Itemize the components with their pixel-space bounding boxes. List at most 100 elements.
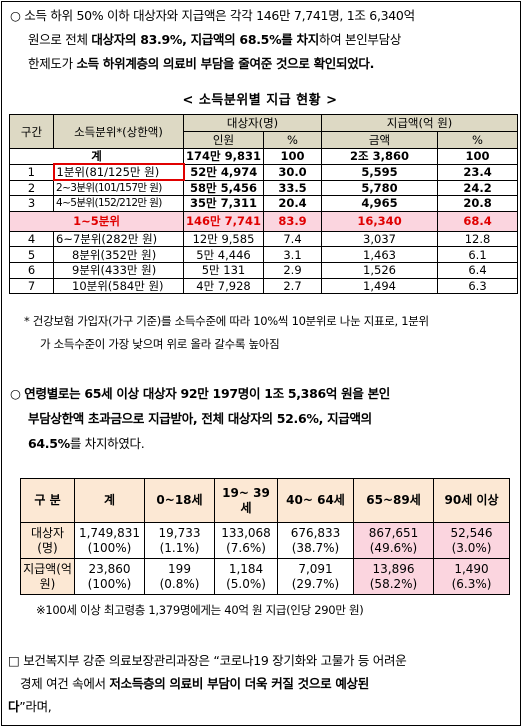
- cell-pct2: 24.2: [437, 179, 519, 197]
- table1-caption: < 소득분위별 지급 현황 >: [182, 93, 338, 108]
- cell-19-39: 133,068 (7.6%): [214, 522, 278, 559]
- th-recipients: 대상자(명): [182, 114, 323, 132]
- paragraph-quote: □ 보건복지부 강준 의료보장관리과장은 “코로나19 장기화와 고물가 등 어…: [8, 649, 518, 718]
- cell-pct: 20.4: [262, 195, 323, 212]
- cell-bracket: 8분위(352만 원): [53, 246, 184, 263]
- cell-pct: 7.4: [262, 230, 323, 248]
- cell-amount: 5,595: [321, 163, 439, 181]
- bullet-square: □: [8, 653, 20, 668]
- para2-line1: 연령별로는 65세 이상 대상자 92만 197명이 1조 5,386억 원을 …: [24, 386, 390, 401]
- para1-line3b: 소득 하위계층의 의료비 부담을 줄여준 것으로 확인되었다.: [76, 56, 375, 71]
- bullet-circle: ○: [10, 386, 21, 401]
- cell-0-18: 19,733 (1.1%): [144, 522, 215, 559]
- para3-line3a: 다: [8, 699, 20, 714]
- bullet-circle: ○: [10, 8, 21, 23]
- cell-no: 1: [9, 163, 54, 181]
- table-row: 대상자(명) 1,749,831 (100%) 19,733 (1.1%) 133,…: [20, 522, 510, 559]
- para2-line3b: 를 차지하였다.: [69, 436, 145, 451]
- para3-line2b: 저소득층의 의료비 부담이 더욱 커질 것으로 예상된: [109, 676, 369, 691]
- th-total: 계: [74, 478, 145, 523]
- total-amount: 2조 3,860: [321, 148, 439, 165]
- table2-footnote: ※100세 이상 최고령층 1,379명에게는 40억 원 지급(인당 290만…: [36, 603, 364, 617]
- cell-bracket: 10분위(584만 원): [53, 277, 184, 295]
- table-row: 7 10분위(584만 원) 4만 7,928 2.7 1,494 6.3: [9, 277, 519, 295]
- para2-line3a: 64.5%: [28, 436, 70, 451]
- cell-bracket: 4~5분위(152/212만 원): [53, 195, 184, 212]
- subtotal-label: 1~5분위: [9, 210, 184, 232]
- para3-line3b: ”라며,: [19, 699, 52, 714]
- para1-line1: 소득 하위 50% 이하 대상자와 지급액은 각각 146만 7,741명, 1…: [24, 8, 415, 23]
- th-percent2: %: [437, 131, 519, 149]
- cell-pct2: 6.4: [437, 261, 519, 279]
- cell-total: 1,749,831 (100%): [74, 522, 145, 559]
- cell-90plus: 52,546 (3.0%): [433, 522, 510, 559]
- cell-no: 3: [9, 195, 54, 212]
- cell-people: 5만 131: [183, 261, 264, 279]
- table-row: 5 8분위(352만 원) 5만 4,446 3.1 1,463 6.1: [9, 246, 519, 263]
- cell-40-64: 676,833 (38.7%): [277, 522, 354, 559]
- cell-bracket: 6~7분위(282만 원): [53, 230, 184, 248]
- paragraph-age: ○ 연령별로는 65세 이상 대상자 92만 197명이 1조 5,386억 원…: [10, 381, 516, 456]
- cell-amount: 1,463: [321, 246, 439, 263]
- cell-amount: 1,494: [321, 277, 439, 295]
- cell-bracket: 9분위(433만 원): [53, 261, 184, 279]
- cell-people: 58만 5,456: [183, 179, 264, 197]
- cell-pct2: 6.1: [437, 246, 519, 263]
- th-bracket: 소득분위*(상한액): [53, 114, 184, 149]
- th-age-19-39: 19~ 39세: [214, 478, 278, 523]
- cell-pct: 2.7: [262, 277, 323, 295]
- th-section: 구간: [9, 114, 54, 149]
- th-people: 인원: [183, 131, 264, 149]
- cell-19-39: 1,184 (5.0%): [214, 558, 278, 595]
- total-people: 174만 9,831: [183, 148, 264, 165]
- cell-no: 6: [9, 261, 54, 279]
- footnote-line1: * 건강보험 가입자(가구 기준)를 소득수준에 따라 10%씩 10분위로 나…: [24, 314, 429, 328]
- cell-90plus: 1,490 (6.3%): [433, 558, 510, 595]
- th-money: 금액: [321, 131, 439, 149]
- para3-line2a: 경제 여건 속에서: [20, 676, 110, 691]
- paragraph-income: ○ 소득 하위 50% 이하 대상자와 지급액은 각각 146만 7,741명,…: [10, 4, 516, 76]
- total-pct: 100: [262, 148, 323, 165]
- table1-footnote: * 건강보험 가입자(가구 기준)를 소득수준에 따라 10%씩 10분위로 나…: [24, 310, 516, 356]
- cell-people: 5만 4,446: [183, 246, 264, 263]
- cell-0-18: 199 (0.8%): [144, 558, 215, 595]
- para3-line1: 보건복지부 강준 의료보장관리과장은 “코로나19 장기화와 고물가 등 어려운: [23, 653, 407, 668]
- cell-people: 52만 4,974: [183, 163, 264, 181]
- th-age-90plus: 90세 이상: [433, 478, 510, 523]
- subtotal-people: 146만 7,741: [183, 210, 264, 232]
- para1-line2b: 대상자의 83.9%, 지급액의 68.5%를 차지: [91, 32, 319, 47]
- cell-no: 5: [9, 246, 54, 263]
- cell-amount: 3,037: [321, 230, 439, 248]
- cell-pct2: 20.8: [437, 195, 519, 212]
- cell-pct2: 6.3: [437, 277, 519, 295]
- cell-no: 4: [9, 230, 54, 248]
- cell-amount: 4,965: [321, 195, 439, 212]
- footnote-line2: 가 소득수준이 가장 낮으며 위로 올라 갈수록 높아짐: [40, 337, 280, 351]
- th-category: 구 분: [20, 478, 75, 523]
- table-row: 지급액(억원) 23,860 (100%) 199 (0.8%) 1,184 (5.0…: [20, 558, 510, 595]
- para1-line2a: 원으로 전체: [28, 32, 92, 47]
- cell-no: 7: [9, 277, 54, 295]
- cell-pct: 2.9: [262, 261, 323, 279]
- th-percent: %: [262, 131, 323, 149]
- cell-40-64: 7,091 (29.7%): [277, 558, 354, 595]
- para1-line3a: 한제도가: [28, 56, 77, 71]
- para2-line2: 부담상한액 초과금으로 지급받아, 전체 대상자의 52.6%, 지급액의: [28, 411, 372, 426]
- table-row: 2 2~3분위(101/157만 원) 58만 5,456 33.5 5,780 24.2: [9, 179, 519, 197]
- income-table: 구간 소득분위*(상한액) 대상자(명) 지급액(억 원) 인원% 금액% 계 174만 …: [9, 114, 519, 295]
- table-row: 1 1분위(81/125만 원) 52만 4,974 30.0 5,595 23.4: [9, 163, 519, 182]
- th-age-40-64: 40~ 64세: [277, 478, 354, 523]
- subtotal-row: 1~5분위 146만 7,741 83.9 16,340 68.4: [9, 210, 519, 232]
- table-row: 4 6~7분위(282만 원) 12만 9,585 7.4 3,037 12.8: [9, 230, 519, 248]
- cell-pct: 33.5: [262, 179, 323, 197]
- cell-no: 2: [9, 179, 54, 197]
- cell-bracket: 2~3분위(101/157만 원): [53, 179, 184, 197]
- cell-65-89: 867,651 (49.6%): [353, 522, 434, 559]
- total-label: 계: [9, 148, 184, 165]
- cell-total: 23,860 (100%): [74, 558, 145, 595]
- age-table: 구 분 계 0~18세 19~ 39세 40~ 64세 65~89세 90세 이상 대상자(…: [20, 478, 510, 595]
- subtotal-amount: 16,340: [321, 210, 439, 232]
- table-row: 6 9분위(433만 원) 5만 131 2.9 1,526 6.4: [9, 261, 519, 279]
- th-amount: 지급액(억 원): [321, 114, 519, 132]
